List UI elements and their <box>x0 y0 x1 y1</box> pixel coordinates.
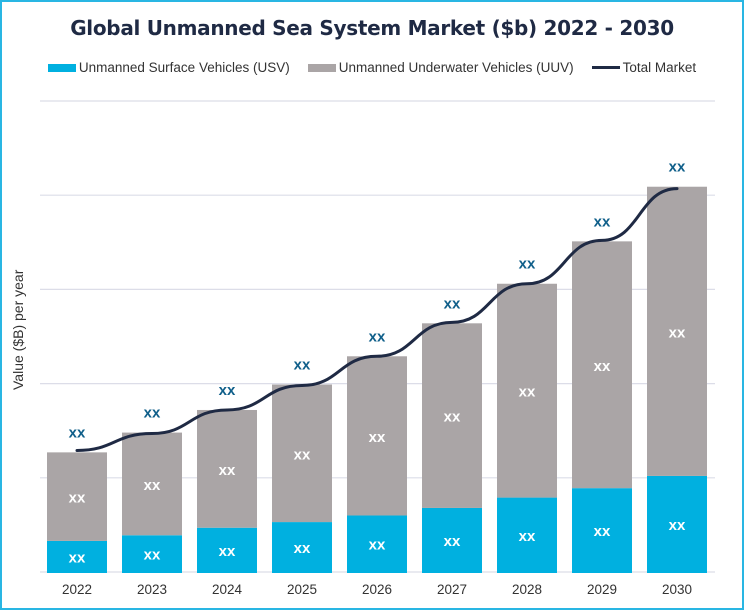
bar-uuv-2022 <box>47 452 107 541</box>
data-label-usv-2025: xx <box>294 540 311 557</box>
data-label-uuv-2023: xx <box>144 477 161 494</box>
bar-uuv-2024 <box>197 409 257 528</box>
data-label-total-2022: xx <box>69 424 86 441</box>
data-label-total-2029: xx <box>594 213 611 230</box>
data-label-uuv-2030: xx <box>669 324 686 341</box>
bar-usv-2025 <box>272 522 332 573</box>
data-label-total-2024: xx <box>219 382 236 399</box>
data-label-usv-2030: xx <box>669 517 686 534</box>
legend-label-uuv: Unmanned Underwater Vehicles (UUV) <box>338 60 574 75</box>
data-label-usv-2027: xx <box>444 533 461 550</box>
x-tick-label-2025: 2025 <box>287 582 317 597</box>
x-tick-label-2026: 2026 <box>362 582 392 597</box>
bar-uuv-2030 <box>647 186 707 476</box>
line-total-market <box>75 187 679 452</box>
data-label-total-2027: xx <box>444 295 461 312</box>
bar-usv-2029 <box>572 488 632 573</box>
data-label-usv-2026: xx <box>369 537 386 554</box>
bar-uuv-2028 <box>497 283 557 498</box>
legend-swatch-uuv <box>307 63 336 72</box>
data-label-usv-2023: xx <box>144 547 161 564</box>
bar-uuv-2026 <box>347 356 407 516</box>
x-tick-label-2030: 2030 <box>662 582 692 597</box>
data-label-uuv-2027: xx <box>444 409 461 426</box>
x-tick-label-2023: 2023 <box>137 582 167 597</box>
x-tick-label-2027: 2027 <box>437 582 467 597</box>
data-label-total-2030: xx <box>669 159 686 176</box>
data-label-usv-2029: xx <box>594 523 611 540</box>
bar-usv-2026 <box>347 515 407 573</box>
bar-usv-2024 <box>197 527 257 573</box>
legend-label-usv: Unmanned Surface Vehicles (USV) <box>78 60 290 75</box>
data-label-uuv-2026: xx <box>369 429 386 446</box>
x-tick-label-2029: 2029 <box>587 582 617 597</box>
legend-swatch-usv <box>47 63 76 72</box>
chart-title: Global Unmanned Sea System Market ($b) 2… <box>70 16 674 40</box>
legend-label-total: Total Market <box>622 60 697 75</box>
bar-uuv-2023 <box>122 432 182 536</box>
bar-usv-2028 <box>497 497 557 573</box>
legend-item-usv: Unmanned Surface Vehicles (USV) <box>47 60 290 75</box>
data-label-total-2026: xx <box>369 328 386 345</box>
x-tick-label-2022: 2022 <box>62 582 92 597</box>
data-label-uuv-2029: xx <box>594 358 611 375</box>
data-label-total-2025: xx <box>294 357 311 374</box>
data-label-total-2023: xx <box>144 405 161 422</box>
data-label-usv-2024: xx <box>219 543 236 560</box>
legend: Unmanned Surface Vehicles (USV) Unmanned… <box>0 60 744 75</box>
legend-item-total: Total Market <box>591 60 697 75</box>
bar-uuv-2029 <box>572 241 632 489</box>
x-tick-label-2028: 2028 <box>512 582 542 597</box>
x-tick-label-2024: 2024 <box>212 582 243 597</box>
legend-swatch-total <box>591 66 620 69</box>
bar-usv-2027 <box>422 507 482 573</box>
data-label-uuv-2022: xx <box>69 490 86 507</box>
data-label-total-2028: xx <box>519 256 536 273</box>
data-label-uuv-2024: xx <box>219 462 236 479</box>
bar-uuv-2025 <box>272 384 332 523</box>
bar-usv-2023 <box>122 535 182 573</box>
legend-item-uuv: Unmanned Underwater Vehicles (UUV) <box>307 60 574 75</box>
bar-uuv-2027 <box>422 323 482 508</box>
bar-usv-2022 <box>47 540 107 573</box>
data-label-usv-2022: xx <box>69 549 86 566</box>
bar-usv-2030 <box>647 475 707 573</box>
data-label-uuv-2028: xx <box>519 384 536 401</box>
data-label-usv-2028: xx <box>519 528 536 545</box>
data-label-uuv-2025: xx <box>294 446 311 463</box>
